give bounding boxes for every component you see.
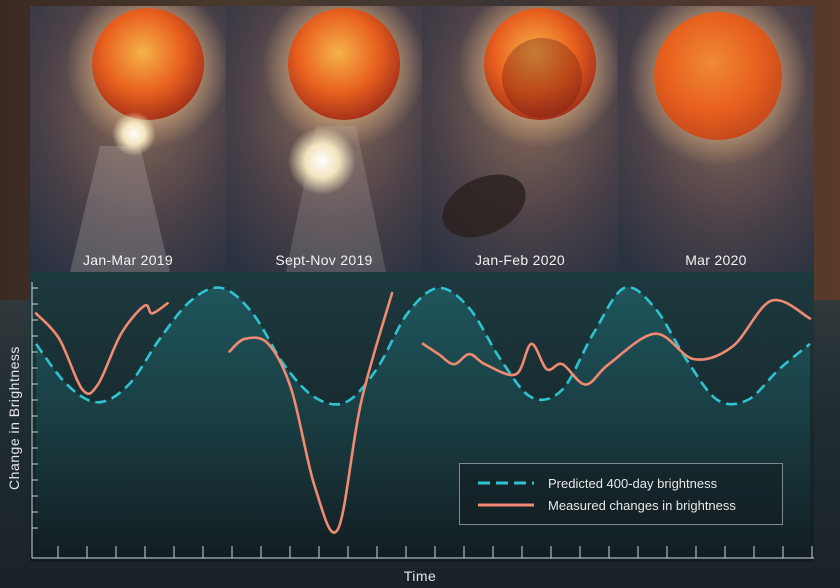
legend-swatch-predicted [478, 481, 534, 485]
panel-mar-2020: Mar 2020 [618, 6, 814, 272]
panel-label: Jan-Feb 2020 [475, 252, 565, 268]
panel-label: Sept-Nov 2019 [275, 252, 373, 268]
legend-item-measured: Measured changes in brightness [476, 496, 736, 514]
betelgeuse-image-3 [422, 6, 618, 272]
betelgeuse-image-1 [30, 6, 226, 272]
star-image-strip: Jan-Mar 2019 Sept-Nov 2019 Jan-Feb 2020 … [30, 6, 814, 272]
legend-label-measured: Measured changes in brightness [548, 497, 736, 513]
betelgeuse-image-2 [226, 6, 422, 272]
panel-label: Mar 2020 [685, 252, 747, 268]
panel-jan-mar-2019: Jan-Mar 2019 [30, 6, 227, 272]
panel-label: Jan-Mar 2019 [83, 252, 173, 268]
chart-legend: Predicted 400-day brightness Measured ch… [459, 463, 783, 525]
x-axis-label: Time [403, 568, 437, 584]
y-axis-label: Change in Brightness [6, 346, 22, 490]
measured-brightness-segment-2 [228, 291, 394, 534]
measured-brightness-segment-1 [34, 301, 169, 396]
panel-jan-feb-2020: Jan-Feb 2020 [422, 6, 619, 272]
measured-brightness-segment-3 [421, 298, 812, 386]
legend-item-predicted: Predicted 400-day brightness [476, 474, 717, 492]
betelgeuse-image-4 [618, 6, 814, 272]
legend-label-predicted: Predicted 400-day brightness [548, 475, 718, 491]
legend-swatch-measured [478, 503, 534, 507]
panel-sept-nov-2019: Sept-Nov 2019 [226, 6, 423, 272]
